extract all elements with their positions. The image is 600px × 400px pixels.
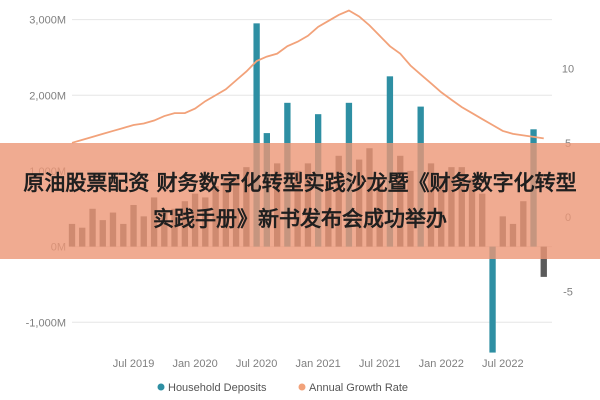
y-left-tick-label: 2,000M [29,90,66,102]
x-tick-label: Jul 2021 [359,358,401,370]
bar [540,246,547,277]
x-tick-label: Jul 2020 [236,358,278,370]
x-axis: Jul 2019 Jan 2020 Jul 2020 Jan 2021 Jul 2021… [113,358,524,370]
y-left-tick-label: 3,000M [29,15,66,27]
bar [253,23,260,247]
x-tick-label: Jul 2019 [113,358,155,370]
bar [489,246,496,353]
legend: Household Deposits Annual Growth Rate [157,382,408,394]
headline-text: 原油股票配资 财务数字化转型实践沙龙暨《财务数字化转型实践手册》新书发布会成功举… [23,171,577,231]
x-tick-label: Jan 2021 [296,358,341,370]
x-tick-label: Jan 2022 [419,358,464,370]
x-tick-label: Jul 2022 [482,358,524,370]
legend-label-household-deposits: Household Deposits [168,382,267,394]
growth-rate-path [71,9,544,144]
y-right-tick-label: 10 [562,63,574,75]
legend-marker-household-deposits [157,383,165,391]
y-left-tick-label: -1,000M [26,317,66,329]
headline-banner: 原油股票配资 财务数字化转型实践沙龙暨《财务数字化转型实践手册》新书发布会成功举… [0,143,600,259]
x-tick-label: Jan 2020 [172,358,217,370]
legend-marker-annual-growth-rate [298,383,306,391]
y-right-tick-label: -5 [563,286,573,298]
legend-label-annual-growth-rate: Annual Growth Rate [309,382,408,394]
annual-growth-rate-line [71,9,544,144]
